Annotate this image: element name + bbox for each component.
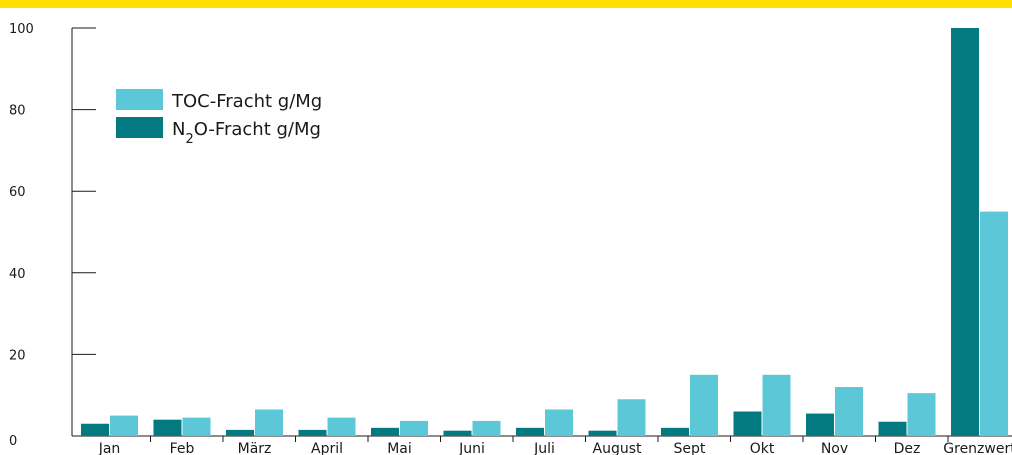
x-category-label: Nov [821, 441, 848, 455]
x-category-label: Okt [750, 441, 775, 455]
x-category-label: Mai [387, 441, 412, 455]
bar-toc-0 [110, 415, 138, 436]
x-category-label: August [593, 441, 643, 455]
bar-toc-5 [472, 420, 501, 436]
x-category-label: Dez [894, 441, 921, 455]
bar-toc-11 [907, 393, 936, 436]
x-category-label: März [238, 441, 272, 455]
y-tick-label: 100 [9, 22, 34, 37]
y-tick-label: 60 [9, 185, 26, 200]
bar-n2o-1 [153, 419, 182, 436]
bar-toc-9 [762, 374, 791, 436]
bar-n2o-10 [806, 413, 834, 436]
y-tick-label: 20 [9, 348, 26, 363]
bar-toc-3 [327, 417, 356, 436]
x-category-label: Sept [674, 441, 706, 455]
bar-n2o-11 [878, 421, 907, 436]
x-category-label: Feb [170, 441, 195, 455]
bar-n2o-6 [516, 427, 544, 436]
legend-label-1: N2O-Fracht g/Mg [172, 119, 321, 147]
x-category-label: Grenzwert [943, 441, 1012, 455]
y-tick-label: 80 [9, 104, 26, 119]
bar-n2o-2 [226, 429, 254, 436]
y-tick-label: 0 [9, 434, 17, 449]
bar-toc-8 [690, 374, 718, 436]
bar-n2o-0 [81, 423, 109, 436]
bar-toc-4 [400, 420, 428, 436]
x-category-label: Juni [458, 441, 485, 455]
x-category-label: Juli [533, 441, 555, 455]
bar-n2o-9 [733, 411, 762, 436]
bar-n2o-8 [661, 427, 689, 436]
bar-n2o-12 [951, 28, 979, 436]
bar-toc-12 [980, 211, 1008, 436]
bar-toc-10 [835, 387, 863, 436]
bar-n2o-5 [443, 430, 472, 436]
yellow-banner-strip [0, 0, 1012, 8]
bar-n2o-3 [298, 429, 327, 436]
legend-label-0: TOC-Fracht g/Mg [171, 91, 322, 112]
bar-toc-6 [545, 409, 573, 436]
bar-toc-2 [255, 409, 283, 436]
x-category-label: Jan [98, 441, 121, 455]
bar-toc-7 [617, 399, 646, 436]
y-tick-label: 40 [9, 267, 26, 282]
legend-swatch-0 [116, 89, 163, 110]
bar-n2o-7 [588, 430, 617, 436]
legend-swatch-1 [116, 117, 163, 138]
bar-n2o-4 [371, 427, 399, 436]
bar-toc-1 [182, 417, 211, 436]
x-category-label: April [311, 441, 343, 455]
